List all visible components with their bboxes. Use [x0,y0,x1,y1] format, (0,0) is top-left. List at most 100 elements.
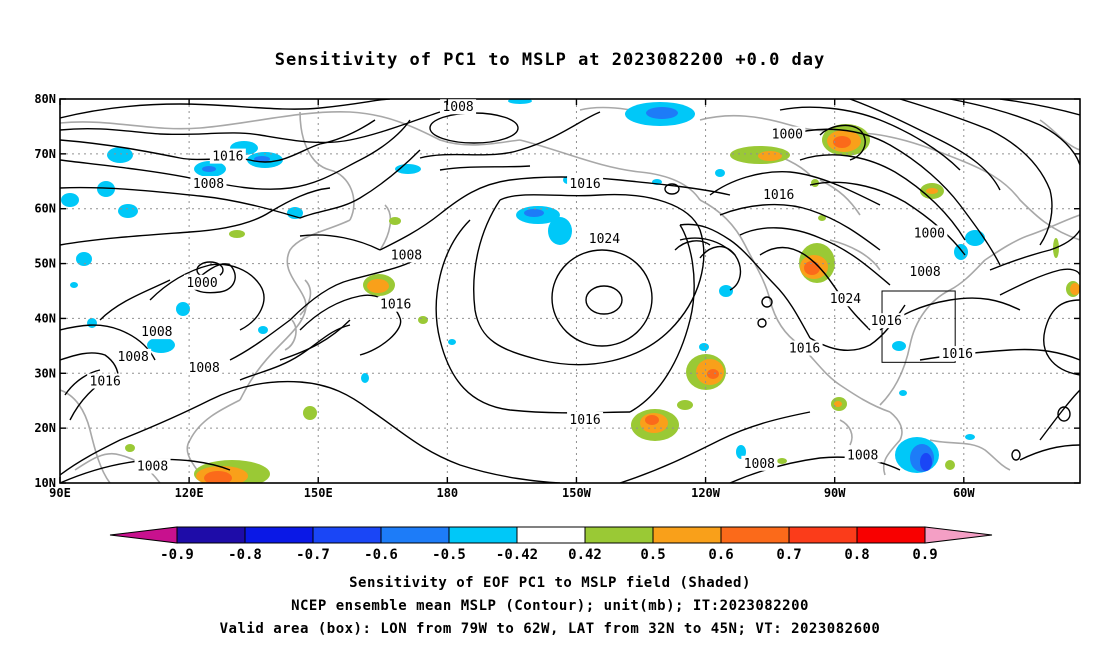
colorbar-label: -0.42 [496,547,538,563]
lon-tick-label: 90W [824,486,846,500]
colorbar-label: 0.6 [708,547,733,563]
colorbar-swatch [244,526,314,544]
contour-label: 1000 [186,276,217,291]
caption-contour: NCEP ensemble mean MSLP (Contour); unit(… [291,598,809,614]
axis-ticks [59,98,1080,484]
contour-label: 1008 [442,100,473,115]
contour-label: 1016 [763,188,794,203]
contour-label: 1008 [193,177,224,192]
contour-label: 1008 [744,457,775,472]
lon-tick-label: 120E [175,486,204,500]
caption-valid-area: Valid area (box): LON from 79W to 62W, L… [219,621,881,637]
contour-label-bg [939,346,976,362]
contour-label-bg [769,126,806,142]
lon-tick-label: 90E [49,486,71,500]
contour-label: 1024 [589,232,620,247]
colorbar-swatch [312,526,382,544]
contour-label-bg [586,230,623,246]
colorbar [109,526,993,544]
colorbar-label: -0.6 [364,547,398,563]
longitude-labels: 90E 120E 150E 180 150W 120W 90W 60W [49,486,975,500]
colorbar-swatch [584,526,654,544]
contour-label-bg [186,359,223,375]
colorbar-swatch [856,526,926,544]
contour-labels: 1008 1016 1008 1016 1000 1016 1000 1008 1024 1008… [87,99,976,475]
contour-label-bg [388,247,425,263]
contour-label-bg [907,263,944,279]
lon-tick-label: 150E [304,486,333,500]
contour-label-bg [134,458,171,474]
colorbar-swatch [448,526,518,544]
colorbar-label: -0.9 [160,547,194,563]
colorbar-swatch [652,526,722,544]
colorbar-label: 0.9 [912,547,937,563]
contour-label-bg [868,313,905,329]
colorbar-label: 0.7 [776,547,801,563]
contour-label-bg [184,274,221,290]
colorbar-label: -0.8 [228,547,262,563]
lon-tick-label: 120W [691,486,721,500]
contour-label: 1008 [118,350,149,365]
contour-label: 1008 [189,361,220,376]
latitude-labels: 80N 70N 60N 50N 40N 30N 20N 10N [34,92,56,490]
contour-label: 1008 [909,265,940,280]
sensitivity-shading [61,99,1080,483]
contour-label-bg [827,291,864,307]
colorbar-label: 0.8 [844,547,869,563]
lat-tick-label: 60N [34,202,56,216]
lat-tick-label: 70N [34,147,56,161]
contour-label: 1016 [380,298,411,313]
contour-label: 1016 [569,177,600,192]
colorbar-low-triangle [109,526,178,544]
contour-label: 1016 [942,347,973,362]
colorbar-label: -0.5 [432,547,466,563]
lat-tick-label: 20N [34,421,56,435]
contour-label-bg [209,148,246,164]
contour-label-bg [87,373,124,389]
map-plot-area [60,99,1080,483]
contour-label-bg [138,324,175,340]
contour-label: 1008 [391,248,422,263]
contour-label-bg [741,455,778,471]
lon-tick-label: 150W [562,486,592,500]
lat-tick-label: 50N [34,257,56,271]
contour-label: 1000 [914,226,945,241]
colorbar-swatch [176,526,246,544]
colorbar-label: 0.5 [640,547,665,563]
contour-label-bg [190,176,227,192]
colorbar-label: -0.7 [296,547,330,563]
contour-label-bg [567,176,604,192]
colorbar-label: 0.42 [568,547,602,563]
lon-tick-label: 180 [436,486,458,500]
contour-label-bg [115,348,152,364]
caption-shading: Sensitivity of EOF PC1 to MSLP field (Sh… [349,575,751,591]
contour-label: 1016 [90,375,121,390]
colorbar-labels: -0.9 -0.8 -0.7 -0.6 -0.5 -0.42 0.42 0.5 0.6 0.7 0.… [160,547,938,563]
contour-label: 1008 [137,460,168,475]
contour-label-bg [911,225,948,241]
contour-label: 1016 [569,413,600,428]
contour-label-bg [567,411,604,427]
contour-label: 1008 [141,325,172,340]
contour-label-bg [760,187,797,202]
contour-label: 1008 [847,449,878,464]
colorbar-swatch [380,526,450,544]
colorbar-swatch [720,526,790,544]
colorbar-swatch [788,526,858,544]
contour-label-bg [440,99,477,115]
contour-label-bg [844,447,881,463]
contour-label: 1024 [830,292,861,307]
contour-label: 1016 [789,342,820,357]
lat-tick-label: 40N [34,311,56,325]
map-title: Sensitivity of PC1 to MSLP at 2023082200… [274,50,826,70]
contour-label-bg [377,296,414,312]
contour-label-bg [786,340,823,356]
lat-tick-label: 10N [34,476,56,490]
lat-tick-label: 30N [34,366,56,380]
colorbar-high-triangle [924,526,993,544]
lat-tick-label: 80N [34,92,56,106]
contour-label: 1016 [871,314,902,329]
lon-tick-label: 60W [953,486,975,500]
map-frame [59,98,1081,484]
